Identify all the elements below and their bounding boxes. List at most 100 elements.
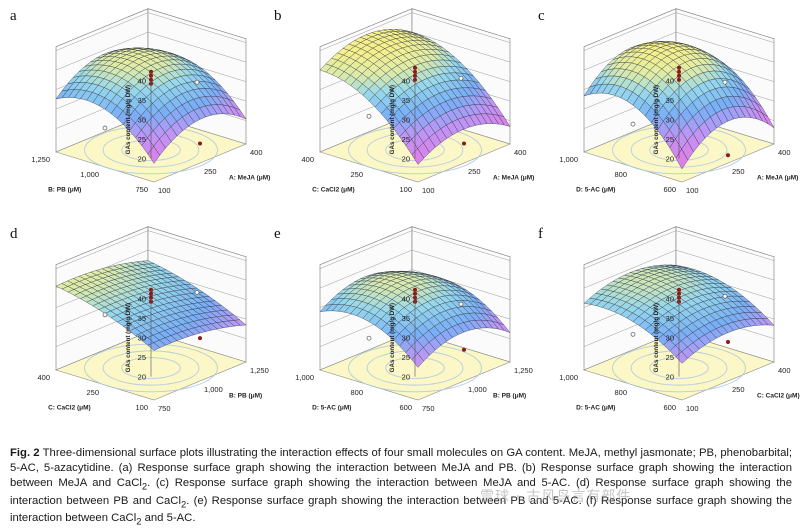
right-axis-title: A: MeJA (μM) [229, 175, 270, 182]
left-axis-title: D: 5-AC (μM) [576, 405, 615, 412]
right-axis-tick-label: 1,000 [204, 385, 223, 394]
z-tick-label: 25 [402, 353, 410, 362]
right-axis-tick-label: 1,250 [250, 366, 269, 375]
left-axis-tick-label: 600 [663, 403, 676, 412]
design-point [103, 126, 107, 130]
z-axis-title: GAs content (mg/g DW) [653, 85, 660, 154]
left-axis-tick-label: 800 [614, 388, 627, 397]
left-axis-tick-label: 400 [301, 155, 314, 164]
design-point [677, 70, 681, 74]
right-axis-tick-label: 250 [468, 167, 481, 176]
left-axis-tick-label: 750 [135, 185, 148, 194]
z-tick-label: 30 [402, 116, 410, 125]
design-point [726, 153, 730, 157]
right-axis-tick-label: 400 [250, 148, 263, 157]
left-axis-tick-label: 800 [614, 170, 627, 179]
z-tick-label: 20 [666, 155, 674, 164]
design-point [195, 290, 199, 294]
watermark: 雪球 · 古风鸟言有部件 [480, 486, 631, 506]
design-point [367, 114, 371, 118]
right-axis-tick-label: 750 [158, 404, 171, 413]
z-tick-label: 20 [666, 373, 674, 382]
design-point [677, 74, 681, 78]
left-axis-tick-label: 600 [399, 403, 412, 412]
right-axis-title: A: MeJA (μM) [493, 175, 534, 182]
design-point [726, 340, 730, 344]
design-point [462, 348, 466, 352]
z-tick-label: 25 [666, 353, 674, 362]
right-axis-tick-label: 1,000 [468, 385, 487, 394]
design-point [149, 292, 153, 296]
z-tick-label: 30 [666, 334, 674, 343]
design-point [413, 74, 417, 78]
left-axis-tick-label: 1,000 [295, 373, 314, 382]
design-point [195, 80, 199, 84]
right-axis-tick-label: 250 [732, 167, 745, 176]
design-point [413, 292, 417, 296]
design-point [462, 142, 466, 146]
right-axis-tick-label: 100 [686, 186, 699, 195]
z-tick-label: 25 [666, 135, 674, 144]
right-axis-tick-label: 750 [422, 404, 435, 413]
left-axis-title: D: 5-AC (μM) [576, 187, 615, 194]
design-point [677, 288, 681, 292]
z-tick-label: 40 [666, 295, 674, 304]
z-tick-label: 40 [138, 77, 146, 86]
left-axis-tick-label: 1,000 [559, 373, 578, 382]
right-axis-title: B: PB (μM) [493, 393, 526, 400]
left-axis-tick-label: 250 [86, 388, 99, 397]
z-tick-label: 25 [138, 135, 146, 144]
right-axis-tick-label: 100 [158, 186, 171, 195]
right-axis-title: A: MeJA (μM) [757, 175, 798, 182]
left-axis-tick-label: 800 [350, 388, 363, 397]
design-point [149, 288, 153, 292]
z-tick-label: 35 [666, 96, 674, 105]
z-tick-label: 25 [138, 353, 146, 362]
left-axis-tick-label: 1,000 [559, 155, 578, 164]
left-axis-tick-label: 1,250 [31, 155, 50, 164]
z-tick-label: 40 [402, 77, 410, 86]
design-point [103, 313, 107, 317]
design-point [149, 74, 153, 78]
z-tick-label: 30 [402, 334, 410, 343]
right-axis-tick-label: 250 [732, 385, 745, 394]
left-axis-title: B: PB (μM) [48, 187, 81, 194]
left-axis-tick-label: 600 [663, 185, 676, 194]
right-axis-tick-label: 100 [686, 404, 699, 413]
z-tick-label: 40 [402, 295, 410, 304]
z-tick-label: 25 [402, 135, 410, 144]
right-axis-tick-label: 400 [514, 148, 527, 157]
z-tick-label: 40 [138, 295, 146, 304]
left-axis-tick-label: 100 [135, 403, 148, 412]
z-axis-title: GAs content (mg/g DW) [389, 85, 396, 154]
right-axis-title: B: PB (μM) [229, 393, 262, 400]
left-axis-tick-label: 100 [399, 185, 412, 194]
design-point [413, 288, 417, 292]
design-point [149, 70, 153, 74]
z-tick-label: 30 [138, 334, 146, 343]
z-tick-label: 35 [138, 314, 146, 323]
right-axis-tick-label: 250 [204, 167, 217, 176]
right-axis-tick-label: 400 [778, 148, 791, 157]
z-tick-label: 20 [402, 155, 410, 164]
design-point [631, 122, 635, 126]
design-point [367, 336, 371, 340]
z-tick-label: 20 [138, 373, 146, 382]
z-axis-title: GAs content (mg/g DW) [389, 303, 396, 372]
design-point [459, 302, 463, 306]
z-tick-label: 35 [138, 96, 146, 105]
z-tick-label: 35 [402, 314, 410, 323]
